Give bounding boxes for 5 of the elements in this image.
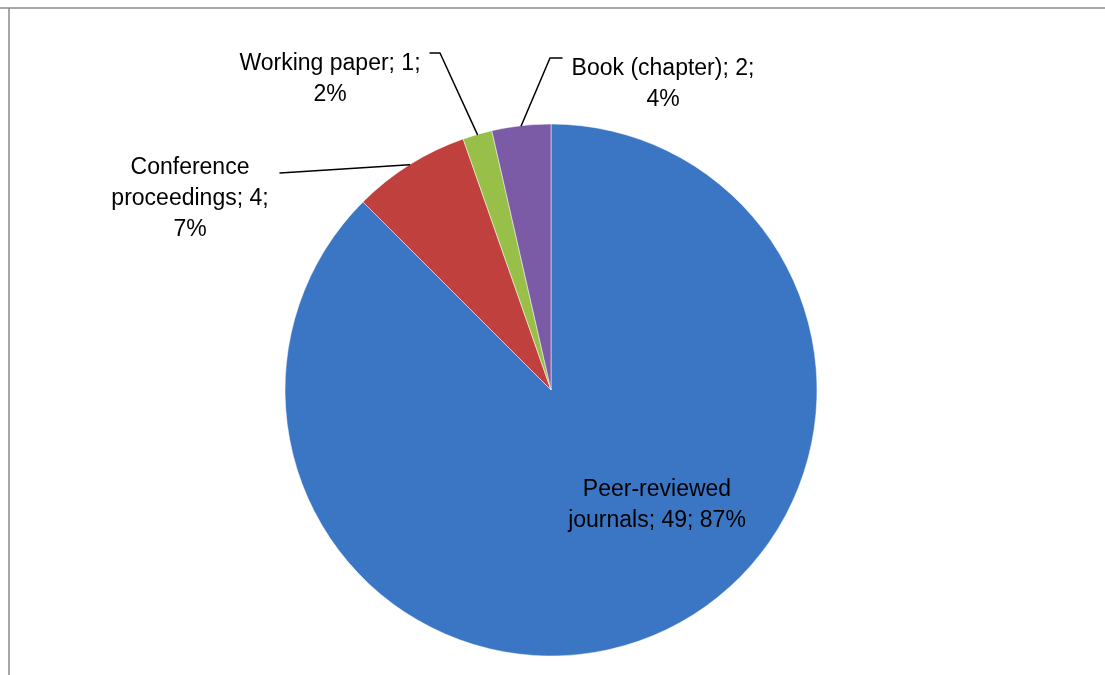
slice-label: Book (chapter); 2; 4% <box>571 54 755 111</box>
slice-label: Peer-reviewed journals; 49; 87% <box>567 475 746 532</box>
slice-label: Working paper; 1; 2% <box>239 49 421 106</box>
pie-slice <box>284 123 818 656</box>
slice-label: Conference proceedings; 4; 7% <box>111 153 269 241</box>
